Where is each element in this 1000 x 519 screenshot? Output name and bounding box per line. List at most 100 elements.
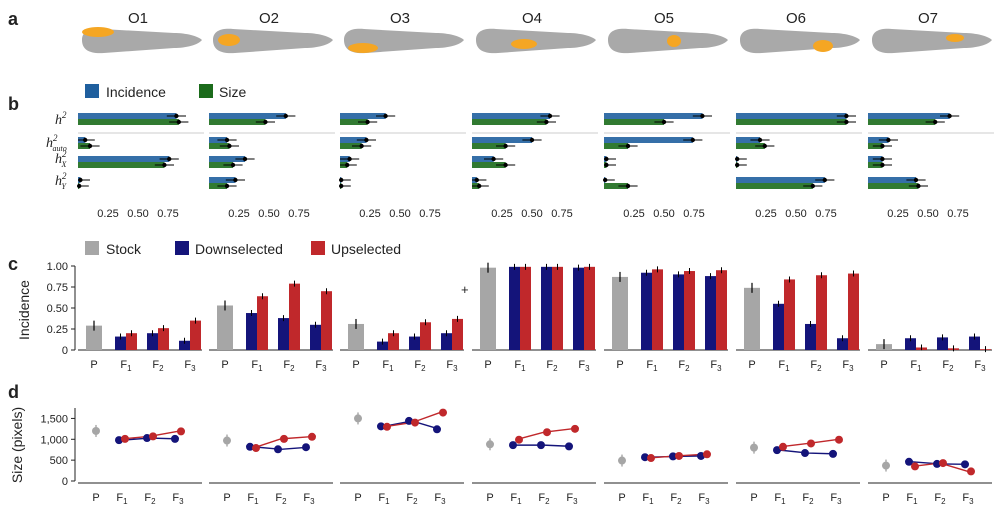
c-xtick-label: F3: [446, 359, 458, 373]
incidence-bar-h2_X: [472, 156, 494, 162]
upselected-point: [383, 422, 391, 431]
d-ytick-label: 0: [62, 476, 68, 488]
estimate-point: [886, 137, 891, 143]
estimate-point: [625, 183, 631, 189]
upselected-point: [835, 435, 843, 444]
estimate-point: [603, 177, 608, 183]
downselected-bar: [773, 303, 784, 350]
upselected-point: [807, 439, 815, 448]
downselected-bar: [246, 313, 257, 350]
organ-label: O4: [522, 10, 542, 27]
upselected-point: [308, 432, 316, 441]
upselected-point: [939, 459, 947, 468]
b-xtick-label: 0.25: [359, 208, 380, 220]
estimate-point: [162, 162, 167, 168]
worm-silhouette: [740, 28, 860, 54]
upselected-point: [280, 434, 288, 443]
downselected-point: [829, 449, 837, 458]
c-xtick-label: F3: [315, 359, 327, 373]
b-xtick-label: 0.50: [389, 208, 410, 220]
c-xtick-label: F3: [842, 359, 854, 373]
upselected-bar: [388, 333, 399, 350]
incidence-bar-h2_auto: [604, 137, 693, 143]
organ-region: [511, 39, 537, 49]
c-xtick-label: P: [484, 359, 491, 371]
incidence-bar-h2_auto: [736, 137, 760, 143]
downselected-point: [302, 443, 310, 452]
b-xtick-label: 0.75: [947, 208, 968, 220]
upselected-bar: [190, 320, 201, 350]
downselected-bar: [837, 338, 848, 350]
legend-up-swatch: [311, 241, 325, 255]
downselected-point: [905, 457, 913, 466]
upselected-bar: [420, 322, 431, 350]
stock-bar: [217, 305, 233, 350]
b-xtick-label: 0.75: [288, 208, 309, 220]
downselected-point: [509, 441, 517, 450]
upselected-bar: [452, 318, 463, 350]
c-xtick-label: F1: [778, 359, 790, 373]
stock-bar: [86, 325, 102, 350]
b-xtick-label: 0.25: [491, 208, 512, 220]
c-xtick-label: F2: [546, 359, 558, 373]
c-xtick-label: P: [748, 359, 755, 371]
upselected-point: [252, 444, 260, 453]
c-ytick-label: 0: [62, 345, 68, 357]
upselected-point: [149, 432, 157, 441]
d-xtick-label: F1: [906, 492, 918, 506]
downselected-point: [669, 452, 677, 461]
size-bar-h2_auto: [604, 143, 628, 149]
size-bar-h2: [472, 119, 547, 125]
estimate-point: [347, 156, 352, 162]
estimate-point: [227, 143, 232, 149]
panel-label-c: c: [8, 254, 18, 274]
estimate-point: [474, 177, 479, 183]
c-xtick-label: P: [90, 359, 97, 371]
estimate-point: [503, 143, 508, 149]
d-xtick-label: P: [618, 492, 625, 504]
estimate-point: [880, 156, 885, 162]
d-xtick-label: P: [354, 492, 361, 504]
size-bar-h2_auto: [340, 143, 362, 149]
estimate-point: [339, 183, 344, 189]
b-xtick-label: 0.50: [917, 208, 938, 220]
upselected-bar: [257, 296, 268, 350]
estimate-point: [947, 113, 952, 119]
upselected-bar: [816, 275, 827, 350]
organ-label: O6: [786, 10, 806, 27]
d-xtick-label: F3: [172, 492, 184, 506]
upselected-bar: [158, 328, 169, 350]
upselected-bar: [552, 266, 563, 350]
size-bar-h2_Y: [736, 183, 813, 189]
d-xtick-label: F1: [642, 492, 654, 506]
stock-bar: [744, 287, 760, 350]
downselected-point: [961, 460, 969, 469]
estimate-point: [844, 113, 849, 119]
estimate-point: [735, 162, 740, 168]
organ-region: [813, 40, 833, 52]
estimate-point: [880, 143, 885, 149]
estimate-point: [224, 183, 230, 189]
estimate-point: [77, 183, 82, 189]
downselected-point: [933, 459, 941, 468]
c-ytick-label: 1.00: [47, 261, 68, 273]
b-xtick-label: 0.50: [785, 208, 806, 220]
downselected-bar: [179, 340, 190, 350]
upselected-bar: [584, 266, 595, 350]
downselected-bar: [409, 336, 420, 350]
downselected-bar: [969, 336, 980, 350]
incidence-bar-h2_auto: [472, 137, 532, 143]
estimate-point: [844, 119, 849, 125]
d-xtick-label: P: [882, 492, 889, 504]
upselected-bar: [716, 270, 727, 350]
c-xtick-label: P: [616, 359, 623, 371]
downselected-bar: [705, 276, 716, 350]
legend-down-swatch: [175, 241, 189, 255]
estimate-point: [230, 162, 236, 168]
estimate-point: [700, 113, 705, 119]
upselected-bar: [289, 283, 300, 350]
downselected-bar: [641, 272, 652, 350]
upselected-bar: [126, 333, 137, 350]
d-xtick-label: F2: [934, 492, 946, 506]
c-xtick-label: F2: [152, 359, 164, 373]
